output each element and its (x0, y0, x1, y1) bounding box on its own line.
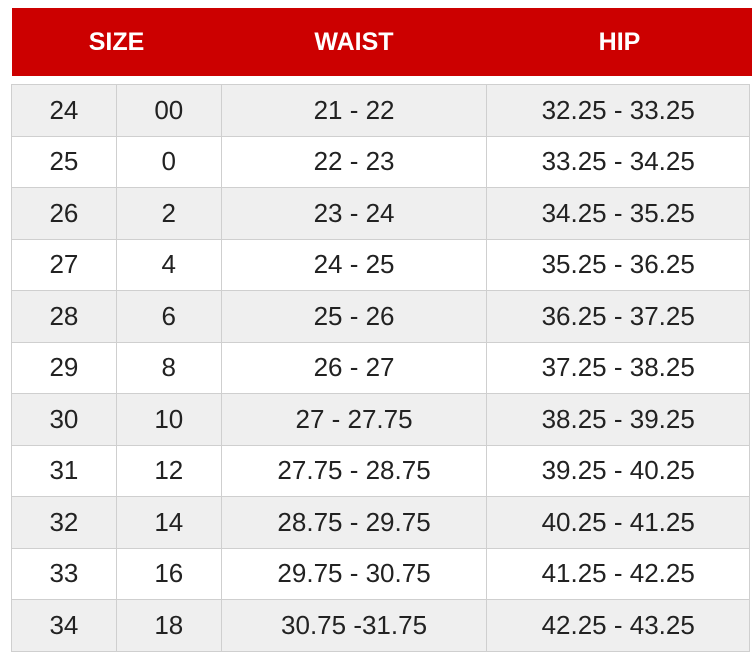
numeric-size-cell: 2 (115, 187, 222, 240)
size-cell: 25 (11, 135, 117, 188)
hip-cell: 42.25 - 43.25 (486, 599, 750, 652)
waist-cell: 23 - 24 (220, 187, 488, 240)
table-header: SIZE WAIST HIP (12, 8, 752, 76)
size-cell: 24 (11, 84, 117, 137)
size-cell: 33 (11, 547, 117, 600)
numeric-size-cell: 14 (115, 496, 222, 549)
size-cell: 34 (11, 599, 117, 652)
hip-cell: 39.25 - 40.25 (486, 444, 750, 497)
numeric-size-cell: 4 (115, 238, 222, 291)
hip-cell: 34.25 - 35.25 (486, 187, 750, 240)
table-row: 28 6 25 - 26 36.25 - 37.25 (11, 290, 750, 343)
numeric-size-cell: 8 (115, 341, 222, 394)
hip-cell: 35.25 - 36.25 (486, 238, 750, 291)
numeric-size-cell: 00 (115, 84, 222, 137)
hip-cell: 37.25 - 38.25 (486, 341, 750, 394)
hip-cell: 33.25 - 34.25 (486, 135, 750, 188)
size-chart-table: 24 00 21 - 22 32.25 - 33.25 25 0 22 - 23 33.25 … (11, 84, 750, 652)
size-cell: 29 (11, 341, 117, 394)
size-cell: 26 (11, 187, 117, 240)
table-row: 26 2 23 - 24 34.25 - 35.25 (11, 187, 750, 240)
header-size: SIZE (88, 27, 145, 56)
header-hip: HIP (598, 27, 641, 56)
table-row: 25 0 22 - 23 33.25 - 34.25 (11, 135, 750, 188)
waist-cell: 30.75 -31.75 (220, 599, 488, 652)
size-cell: 28 (11, 290, 117, 343)
waist-cell: 25 - 26 (220, 290, 488, 343)
numeric-size-cell: 10 (115, 393, 222, 446)
hip-cell: 36.25 - 37.25 (486, 290, 750, 343)
hip-cell: 38.25 - 39.25 (486, 393, 750, 446)
table-row: 27 4 24 - 25 35.25 - 36.25 (11, 238, 750, 291)
waist-cell: 22 - 23 (220, 135, 488, 188)
waist-cell: 27 - 27.75 (220, 393, 488, 446)
hip-cell: 32.25 - 33.25 (486, 84, 750, 137)
waist-cell: 21 - 22 (220, 84, 488, 137)
waist-cell: 27.75 - 28.75 (220, 444, 488, 497)
waist-cell: 24 - 25 (220, 238, 488, 291)
waist-cell: 26 - 27 (220, 341, 488, 394)
numeric-size-cell: 0 (115, 135, 222, 188)
table-row: 31 12 27.75 - 28.75 39.25 - 40.25 (11, 444, 750, 497)
table-row: 30 10 27 - 27.75 38.25 - 39.25 (11, 393, 750, 446)
numeric-size-cell: 16 (115, 547, 222, 600)
numeric-size-cell: 18 (115, 599, 222, 652)
size-cell: 32 (11, 496, 117, 549)
hip-cell: 41.25 - 42.25 (486, 547, 750, 600)
size-cell: 30 (11, 393, 117, 446)
waist-cell: 28.75 - 29.75 (220, 496, 488, 549)
table-row: 32 14 28.75 - 29.75 40.25 - 41.25 (11, 496, 750, 549)
table-row: 34 18 30.75 -31.75 42.25 - 43.25 (11, 599, 750, 652)
table-row: 33 16 29.75 - 30.75 41.25 - 42.25 (11, 547, 750, 600)
hip-cell: 40.25 - 41.25 (486, 496, 750, 549)
size-cell: 31 (11, 444, 117, 497)
table-row: 24 00 21 - 22 32.25 - 33.25 (11, 84, 750, 137)
waist-cell: 29.75 - 30.75 (220, 547, 488, 600)
table-row: 29 8 26 - 27 37.25 - 38.25 (11, 341, 750, 394)
header-waist: WAIST (314, 27, 394, 56)
numeric-size-cell: 6 (115, 290, 222, 343)
numeric-size-cell: 12 (115, 444, 222, 497)
size-cell: 27 (11, 238, 117, 291)
